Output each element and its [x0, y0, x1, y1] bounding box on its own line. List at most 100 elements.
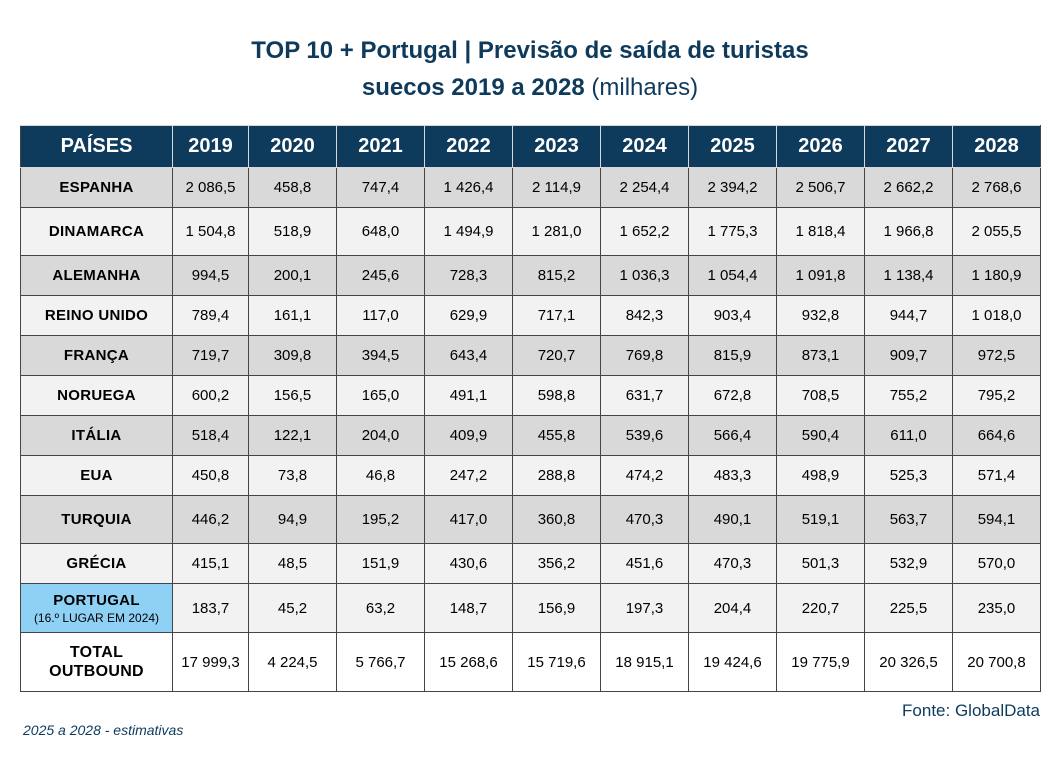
country-name: TURQUIA: [61, 511, 132, 528]
value-cell: 664,6: [952, 415, 1041, 456]
header-year: 2019: [172, 125, 249, 168]
value-cell: 909,7: [864, 335, 953, 376]
value-cell: 1 966,8: [864, 207, 953, 256]
value-cell: 156,9: [512, 583, 601, 633]
value-cell: 1 775,3: [688, 207, 777, 256]
header-year: 2028: [952, 125, 1041, 168]
value-cell: 944,7: [864, 295, 953, 336]
estimate-note: 2025 a 2028 - estimativas: [23, 722, 184, 738]
value-cell: 458,8: [248, 167, 337, 208]
value-cell: 63,2: [336, 583, 425, 633]
value-cell: 225,5: [864, 583, 953, 633]
value-cell: 45,2: [248, 583, 337, 633]
value-cell: 719,7: [172, 335, 249, 376]
value-cell: 309,8: [248, 335, 337, 376]
row-country: EUA: [20, 455, 173, 496]
chart-title: TOP 10 + Portugal | Previsão de saída de…: [0, 32, 1060, 106]
value-cell: 518,9: [248, 207, 337, 256]
row-country: DINAMARCA: [20, 207, 173, 256]
value-cell: 1 036,3: [600, 255, 689, 296]
row-country: FRANÇA: [20, 335, 173, 376]
header-countries: PAÍSES: [20, 125, 173, 168]
value-cell: 200,1: [248, 255, 337, 296]
table-row: ALEMANHA 994,5 200,1 245,6 728,3 815,2 1 036,3…: [20, 255, 1041, 296]
table-row: TURQUIA 446,2 94,9 195,2 417,0 360,8 470,3 490,…: [20, 495, 1041, 544]
value-cell: 151,9: [336, 543, 425, 584]
value-cell: 235,0: [952, 583, 1041, 633]
value-cell: 747,4: [336, 167, 425, 208]
value-cell: 717,1: [512, 295, 601, 336]
row-country: ESPANHA: [20, 167, 173, 208]
row-country: ALEMANHA: [20, 255, 173, 296]
value-cell: 932,8: [776, 295, 865, 336]
value-cell: 532,9: [864, 543, 953, 584]
value-cell: 117,0: [336, 295, 425, 336]
title-line-2: suecos 2019 a 2028 (milhares): [0, 69, 1060, 106]
value-cell: 474,2: [600, 455, 689, 496]
value-cell: 360,8: [512, 495, 601, 544]
header-year: 2027: [864, 125, 953, 168]
value-cell: 4 224,5: [248, 632, 337, 692]
value-cell: 1 426,4: [424, 167, 513, 208]
header-year: 2022: [424, 125, 513, 168]
value-cell: 720,7: [512, 335, 601, 376]
value-cell: 17 999,3: [172, 632, 249, 692]
country-name: REINO UNIDO: [44, 307, 149, 324]
value-cell: 672,8: [688, 375, 777, 416]
country-name: PORTUGAL: [53, 591, 140, 609]
value-cell: 789,4: [172, 295, 249, 336]
value-cell: 769,8: [600, 335, 689, 376]
value-cell: 356,2: [512, 543, 601, 584]
value-cell: 220,7: [776, 583, 865, 633]
value-cell: 728,3: [424, 255, 513, 296]
value-cell: 563,7: [864, 495, 953, 544]
value-cell: 2 114,9: [512, 167, 601, 208]
header-year: 2023: [512, 125, 601, 168]
value-cell: 430,6: [424, 543, 513, 584]
value-cell: 415,1: [172, 543, 249, 584]
forecast-table: PAÍSES 2019 2020 2021 2022 2023 2024 2025 2026 2…: [20, 125, 1041, 692]
value-cell: 19 775,9: [776, 632, 865, 692]
value-cell: 5 766,7: [336, 632, 425, 692]
value-cell: 394,5: [336, 335, 425, 376]
value-cell: 1 281,0: [512, 207, 601, 256]
country-name: TOTAL: [69, 644, 124, 661]
value-cell: 247,2: [424, 455, 513, 496]
value-cell: 571,4: [952, 455, 1041, 496]
header-year: 2024: [600, 125, 689, 168]
value-cell: 195,2: [336, 495, 425, 544]
value-cell: 409,9: [424, 415, 513, 456]
value-cell: 903,4: [688, 295, 777, 336]
table-row: NORUEGA 600,2 156,5 165,0 491,1 598,8 631,7 672…: [20, 375, 1041, 416]
header-year: 2026: [776, 125, 865, 168]
country-name: ITÁLIA: [71, 427, 122, 444]
header-row: PAÍSES 2019 2020 2021 2022 2023 2024 2025 2026 2…: [20, 125, 1041, 168]
value-cell: 15 719,6: [512, 632, 601, 692]
value-cell: 2 506,7: [776, 167, 865, 208]
value-cell: 165,0: [336, 375, 425, 416]
row-country: ITÁLIA: [20, 415, 173, 456]
value-cell: 288,8: [512, 455, 601, 496]
country-subtitle: (16.º LUGAR EM 2024): [33, 610, 160, 625]
value-cell: 2 394,2: [688, 167, 777, 208]
title-line-2-main: suecos 2019 a 2028: [361, 74, 585, 101]
value-cell: 1 054,4: [688, 255, 777, 296]
row-country: TOTAL OUTBOUND: [20, 632, 173, 692]
value-cell: 156,5: [248, 375, 337, 416]
value-cell: 1 091,8: [776, 255, 865, 296]
value-cell: 94,9: [248, 495, 337, 544]
table-row: REINO UNIDO 789,4 161,1 117,0 629,9 717,1 842,…: [20, 295, 1041, 336]
country-name: GRÉCIA: [66, 555, 127, 572]
row-country: REINO UNIDO: [20, 295, 173, 336]
value-cell: 491,1: [424, 375, 513, 416]
value-cell: 2 662,2: [864, 167, 953, 208]
table-row: FRANÇA 719,7 309,8 394,5 643,4 720,7 769,8 815,…: [20, 335, 1041, 376]
table-body: ESPANHA 2 086,5 458,8 747,4 1 426,4 2 114,9 2 …: [20, 167, 1041, 692]
header-year: 2021: [336, 125, 425, 168]
value-cell: 2 768,6: [952, 167, 1041, 208]
country-name: FRANÇA: [63, 347, 130, 364]
value-cell: 518,4: [172, 415, 249, 456]
title-unit: (milhares): [591, 74, 699, 101]
value-cell: 1 180,9: [952, 255, 1041, 296]
value-cell: 648,0: [336, 207, 425, 256]
